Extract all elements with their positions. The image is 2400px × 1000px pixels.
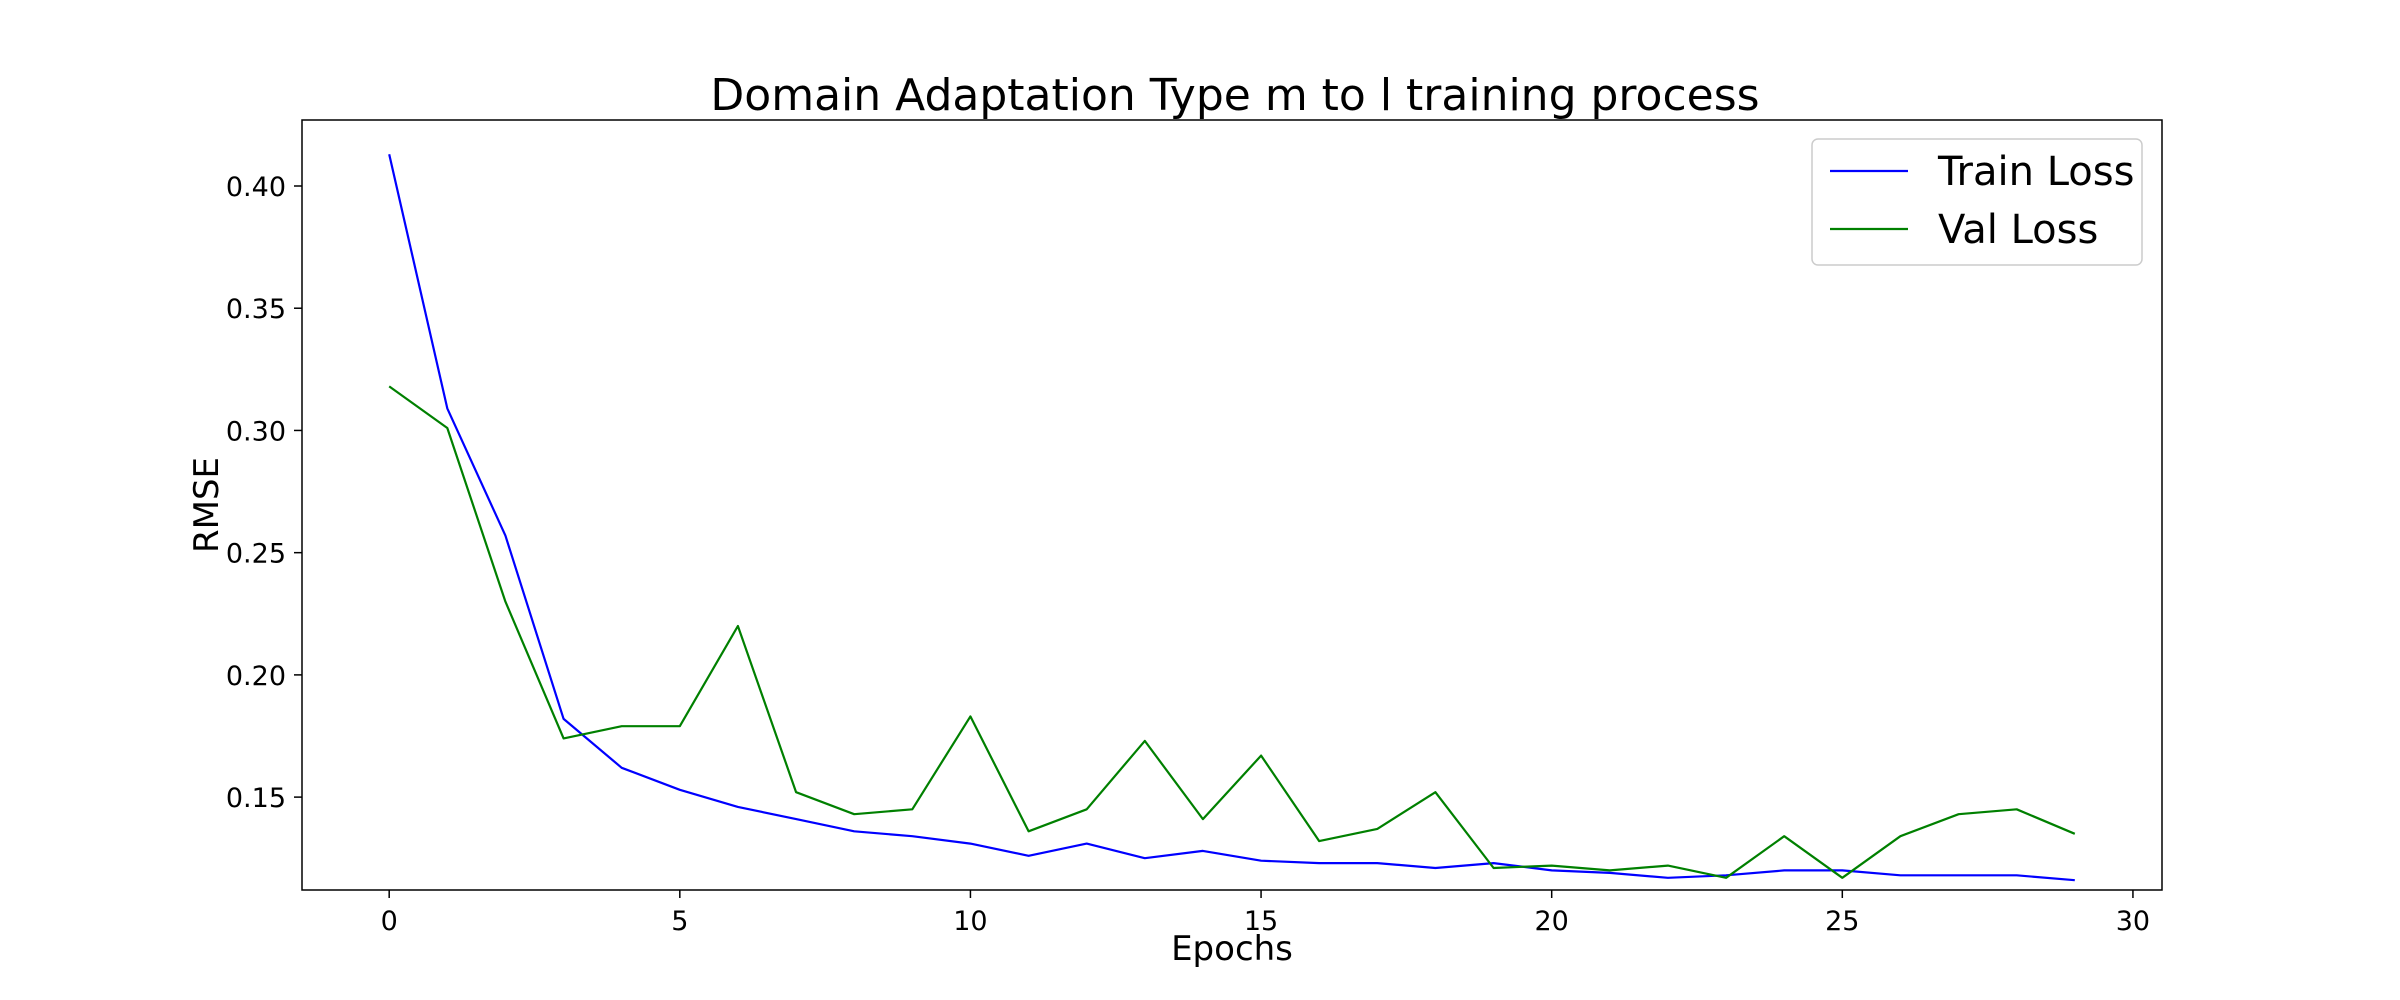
x-tick-label: 25 <box>1825 906 1859 937</box>
x-tick-label: 0 <box>381 906 398 937</box>
y-tick-label: 0.40 <box>226 172 286 203</box>
series-line-train-loss <box>388 153 2075 882</box>
y-tick-label: 0.15 <box>226 783 286 814</box>
y-tick-label: 0.25 <box>226 539 286 570</box>
x-axis-label: Epochs <box>1171 929 1293 969</box>
chart-title: Domain Adaptation Type m to l training p… <box>710 70 1759 121</box>
axes-frame <box>301 119 2163 891</box>
legend: Train Loss Val Loss <box>1811 138 2143 266</box>
y-axis: 0.15 0.20 0.25 0.30 0.35 0.40 <box>226 172 302 814</box>
y-tick-label: 0.35 <box>226 294 286 325</box>
y-axis-label: RMSE <box>187 457 227 553</box>
x-tick-label: 30 <box>2116 906 2150 937</box>
legend-label-val-loss: Val Loss <box>1938 207 2098 253</box>
x-tick-label: 10 <box>953 906 987 937</box>
legend-label-train-loss: Train Loss <box>1937 149 2134 195</box>
x-axis: 0 5 10 15 20 25 30 <box>381 890 2150 937</box>
x-tick-label: 20 <box>1535 906 1569 937</box>
series-line-val-loss <box>388 385 2076 879</box>
x-tick-label: 15 <box>1244 906 1278 937</box>
y-tick-label: 0.30 <box>226 416 286 447</box>
y-tick-label: 0.20 <box>226 661 286 692</box>
plot-area <box>388 153 2076 882</box>
x-tick-label: 5 <box>671 906 688 937</box>
